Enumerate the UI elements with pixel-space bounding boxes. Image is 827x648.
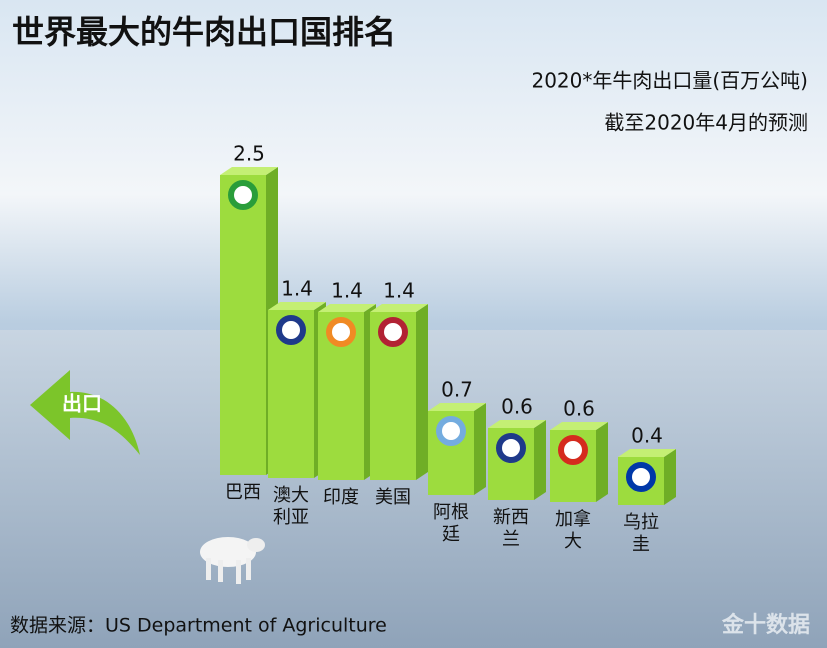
source: 数据来源：US Department of Agriculture: [10, 615, 387, 637]
x-tick-label: 澳大利亚: [273, 485, 309, 528]
x-tick-label: 美国: [375, 487, 411, 508]
annotation: 出口: [62, 392, 102, 416]
bar-side: [664, 449, 676, 505]
value-label: 1.4: [383, 279, 415, 303]
x-tick-label: 阿根廷: [433, 502, 469, 545]
flag: [496, 433, 526, 463]
value-label: 0.6: [501, 395, 533, 419]
watermark: 金十数据: [721, 612, 810, 638]
bar-top: [550, 422, 608, 430]
arrow: [30, 370, 140, 455]
bar-side: [474, 403, 486, 495]
value-label: 0.7: [441, 378, 473, 402]
bar-top: [618, 449, 676, 457]
value-label: 0.6: [563, 397, 595, 421]
bar-top: [220, 167, 278, 175]
value-label: 0.4: [631, 424, 663, 448]
subtitle: 2020*年牛肉出口量(百万公吨): [531, 69, 808, 93]
flag: [276, 315, 306, 345]
bar-top: [428, 403, 486, 411]
bar: [220, 175, 266, 475]
flag: [436, 416, 466, 446]
flag: [558, 435, 588, 465]
bar-top: [370, 304, 428, 312]
x-tick-label: 巴西: [225, 482, 261, 503]
bar-top: [268, 302, 326, 310]
x-tick-label: 新西兰: [493, 507, 529, 550]
bar-side: [534, 420, 546, 500]
x-tick-label: 加拿大: [555, 508, 591, 552]
value-label: 1.4: [281, 277, 313, 301]
flag: [228, 180, 258, 210]
flag: [626, 462, 656, 492]
cow: [200, 537, 265, 584]
x-tick-label: 印度: [323, 487, 359, 508]
subtitle: 截至2020年4月的预测: [604, 111, 808, 135]
x-tick-label: 乌拉圭: [623, 512, 659, 555]
flag: [378, 317, 408, 347]
value-label: 2.5: [233, 142, 265, 166]
flag: [326, 317, 356, 347]
bar-side: [416, 304, 428, 480]
bar-top: [488, 420, 546, 428]
chart-title: 世界最大的牛肉出口国排名: [12, 13, 396, 51]
bar-side: [596, 422, 608, 502]
value-label: 1.4: [331, 279, 363, 303]
bar-top: [318, 304, 376, 312]
